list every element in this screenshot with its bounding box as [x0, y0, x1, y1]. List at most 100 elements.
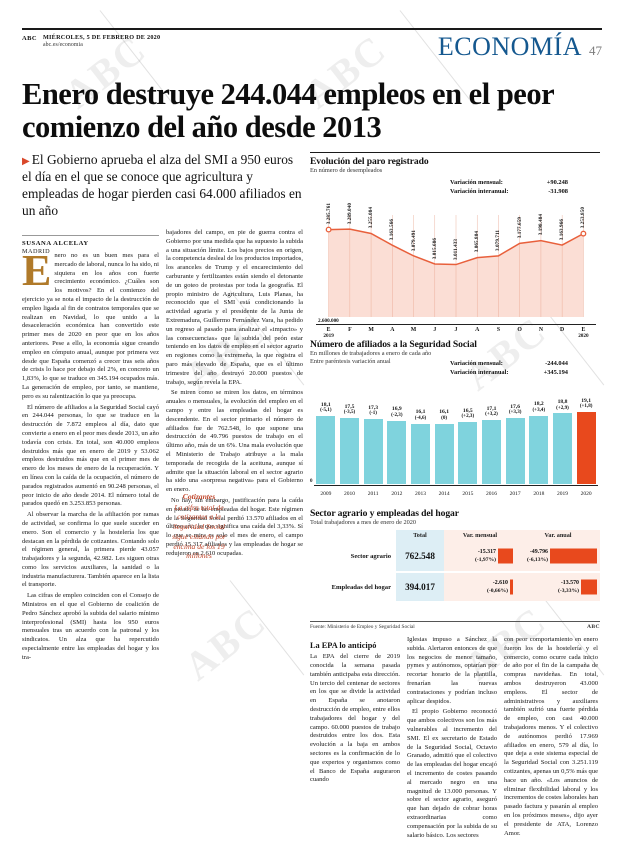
bar-group: 16,1 (-4,6) — [411, 409, 430, 484]
chart2-year-label: 2017 — [509, 491, 521, 497]
paragraph: El número de afiliados a la Seguridad So… — [22, 403, 159, 508]
annotation-row: Variación interanual: -31.908 — [450, 188, 568, 196]
chart3-subtitle: Total trabajadores a mes de enero de 202… — [310, 519, 417, 526]
chart1-data-label: 3.065.804 — [474, 231, 481, 253]
bar-var-mensual — [510, 579, 513, 595]
chart2-year-label: 2014 — [438, 491, 450, 497]
body-column-5: con peor comportamiento en enero fueron … — [504, 636, 598, 840]
chart2-subtitle: En millones de trabajadores a enero de c… — [310, 350, 432, 357]
subheadline-text: El Gobierno aprueba el alza del SMI a 95… — [22, 152, 302, 218]
row-var-mensual: -2.610 (-0,66%) — [444, 573, 516, 602]
chart1-x-axis — [316, 324, 596, 326]
masthead-brand: ABC — [22, 35, 37, 42]
bar-group: 18,2 (+3,4) — [529, 401, 549, 484]
body-column-2: bajadores del campo, en pie de guerra co… — [166, 229, 303, 560]
masthead: ABC MIÉRCOLES, 5 DE FEBRERO DE 2020 abc.… — [22, 28, 602, 60]
masthead-dateline: MIÉRCOLES, 5 DE FEBRERO DE 2020 abc.es/e… — [43, 34, 160, 49]
byline-author: SUSANA ALCELAY — [22, 240, 89, 247]
body-column-4: Iglesias impuso a Sánchez la subida. Ale… — [407, 636, 497, 842]
paragraph: con peor comportamiento en enero fueron … — [504, 636, 598, 837]
chart2-title: Número de afiliados a la Seguridad Socia… — [310, 339, 477, 350]
chart2-year-label: 2011 — [367, 491, 379, 497]
row-label: Empleadas del hogar — [331, 583, 391, 591]
section-title: ECONOMÍA — [437, 32, 582, 61]
chart1-tick-label: E 2020 — [573, 327, 593, 339]
paragraph: Iglesias impuso a Sánchez la subida. Ale… — [407, 636, 497, 705]
row-var-anual-value: -13.570 (-3,33%) — [558, 579, 579, 594]
masthead-right: ECONOMÍA 47 — [438, 34, 602, 60]
pull-quote-text: La cifra total de cotizantes a la Seguri… — [172, 502, 226, 561]
annotation-row: Variación mensual: -244.044 — [450, 360, 568, 367]
bar-rect — [411, 423, 430, 484]
bar-group: 19,1 (+1,8) — [576, 398, 596, 484]
chart1-data-label: 3.079.491 — [410, 229, 417, 251]
chart2-plot: 18,1 (-5,1) 17,5 (-3,5) 17,3 (-1) 16,9 (-2,3) 16… — [314, 385, 598, 484]
chart1-data-label: 3.015.686 — [431, 237, 438, 260]
bar-rect — [458, 422, 478, 484]
bar-group: 18,8 (+2,9) — [553, 399, 572, 484]
chart2-year-label: 2020 — [580, 491, 592, 497]
page-number: 47 — [589, 43, 602, 58]
bar-value-label: 17,6 (+3,3) — [508, 403, 522, 416]
masthead-date: MIÉRCOLES, 5 DE FEBRERO DE 2020 — [42, 34, 161, 41]
bar-rect — [340, 418, 359, 484]
chart1-annotations: Variación mensual: +90.248 Variación inte… — [450, 178, 568, 197]
chart1-tick-label: J — [433, 327, 437, 333]
chart1-data-label: 3.255.084 — [368, 207, 375, 229]
chart1-tick-label: M — [368, 327, 374, 333]
graphic-source: Fuente: Ministerio de Empleo y Seguridad… — [310, 624, 415, 630]
paragraph: La EPA del cierre de 2019 conocida la se… — [310, 653, 400, 784]
section-subhead: La EPA lo anticipó — [310, 641, 377, 650]
chart1-tick-label: F — [348, 327, 352, 333]
bar-var-mensual — [498, 548, 513, 564]
chart1-data-label: 3.253.850 — [580, 207, 587, 229]
chart1-body: 3.285.761 3.289.040 3.255.084 3.163.566 3.07… — [310, 179, 600, 339]
watermark: ABC — [175, 597, 275, 690]
chart1-tick-label: A — [475, 327, 480, 333]
body-column-3: La EPA lo anticipó La EPA del cierre de … — [310, 636, 400, 787]
bar-value-label: 18,8 (+2,9) — [556, 399, 569, 411]
bar-value-label: 19,1 (+1,8) — [579, 398, 593, 410]
pull-quote-title: Cotizantes — [182, 492, 216, 501]
chart2-year-labels: 2009 2010 2011 2012 2013 2014 2015 2016 2017 2018… — [314, 491, 598, 501]
chart2-year-label: 2013 — [415, 491, 426, 497]
chart1-tick-label: D — [560, 327, 565, 333]
subheadline: ▶ El Gobierno aprueba el alza del SMI a 9… — [22, 152, 305, 220]
masthead-left: ABC MIÉRCOLES, 5 DE FEBRERO DE 2020 abc.… — [22, 34, 160, 49]
th-var-anual: Var. anual — [516, 530, 600, 542]
chart1-tick-label: O — [517, 327, 522, 333]
paragraph: Al observar la marcha de la afiliación p… — [22, 511, 159, 589]
masthead-url[interactable]: abc.es/economia — [42, 41, 83, 48]
chart1-year-label: 2019 — [323, 333, 334, 339]
bar-group: 17,1 (+3,2) — [482, 406, 501, 484]
table-row: Empleadas del hogar 394.017 -2.610 (-0,6… — [310, 571, 600, 602]
bar-value-label: 18,2 (+3,4) — [532, 401, 546, 413]
chart1-tick-label: N — [538, 327, 544, 333]
table-header: Total Var. mensual Var. anual — [310, 530, 600, 542]
bar-value-label: 16,5 (+2,3) — [461, 407, 475, 420]
bar-rect — [505, 417, 525, 484]
paragraph: Las cifras de empleo coinciden con el Co… — [22, 592, 159, 661]
chart1-axis-min-label: 2.600.000 — [318, 318, 339, 324]
bar-rect — [316, 416, 336, 484]
row-var-mensual-value: -15.317 (-1,97%) — [475, 548, 496, 563]
chart2-year-label: 2012 — [391, 491, 403, 497]
chart1-tick-label: M — [410, 327, 417, 333]
pull-quote: Cotizantes La cifra total de cotizantes … — [166, 492, 232, 561]
bar-var-anual — [550, 548, 597, 564]
bar-value-label: 16,9 (-2,3) — [391, 406, 403, 418]
th-total: Total — [396, 530, 444, 542]
annotation-row: Variación interanual: +345.194 — [450, 369, 568, 377]
table-row: Sector agrario 762.548 -15.317 (-1,97%) … — [310, 541, 600, 572]
chart1-data-label: 3.163.966 — [559, 218, 566, 241]
th-var-mensual: Var. mensual — [444, 530, 516, 542]
chart2-x-axis — [314, 485, 598, 487]
paragraph: bajadores del campo, en pie de guerra co… — [166, 229, 303, 386]
row-label: Sector agrario — [350, 552, 391, 560]
chart1-data-label: 3.011.433 — [453, 238, 459, 260]
th-blank — [310, 530, 396, 541]
chart2-year-label: 2018 — [533, 491, 545, 497]
chart-paro-registrado: Evolución del paro registrado En número … — [310, 156, 600, 175]
byline-city: MADRID — [22, 248, 51, 255]
watermark-line — [229, 580, 305, 676]
